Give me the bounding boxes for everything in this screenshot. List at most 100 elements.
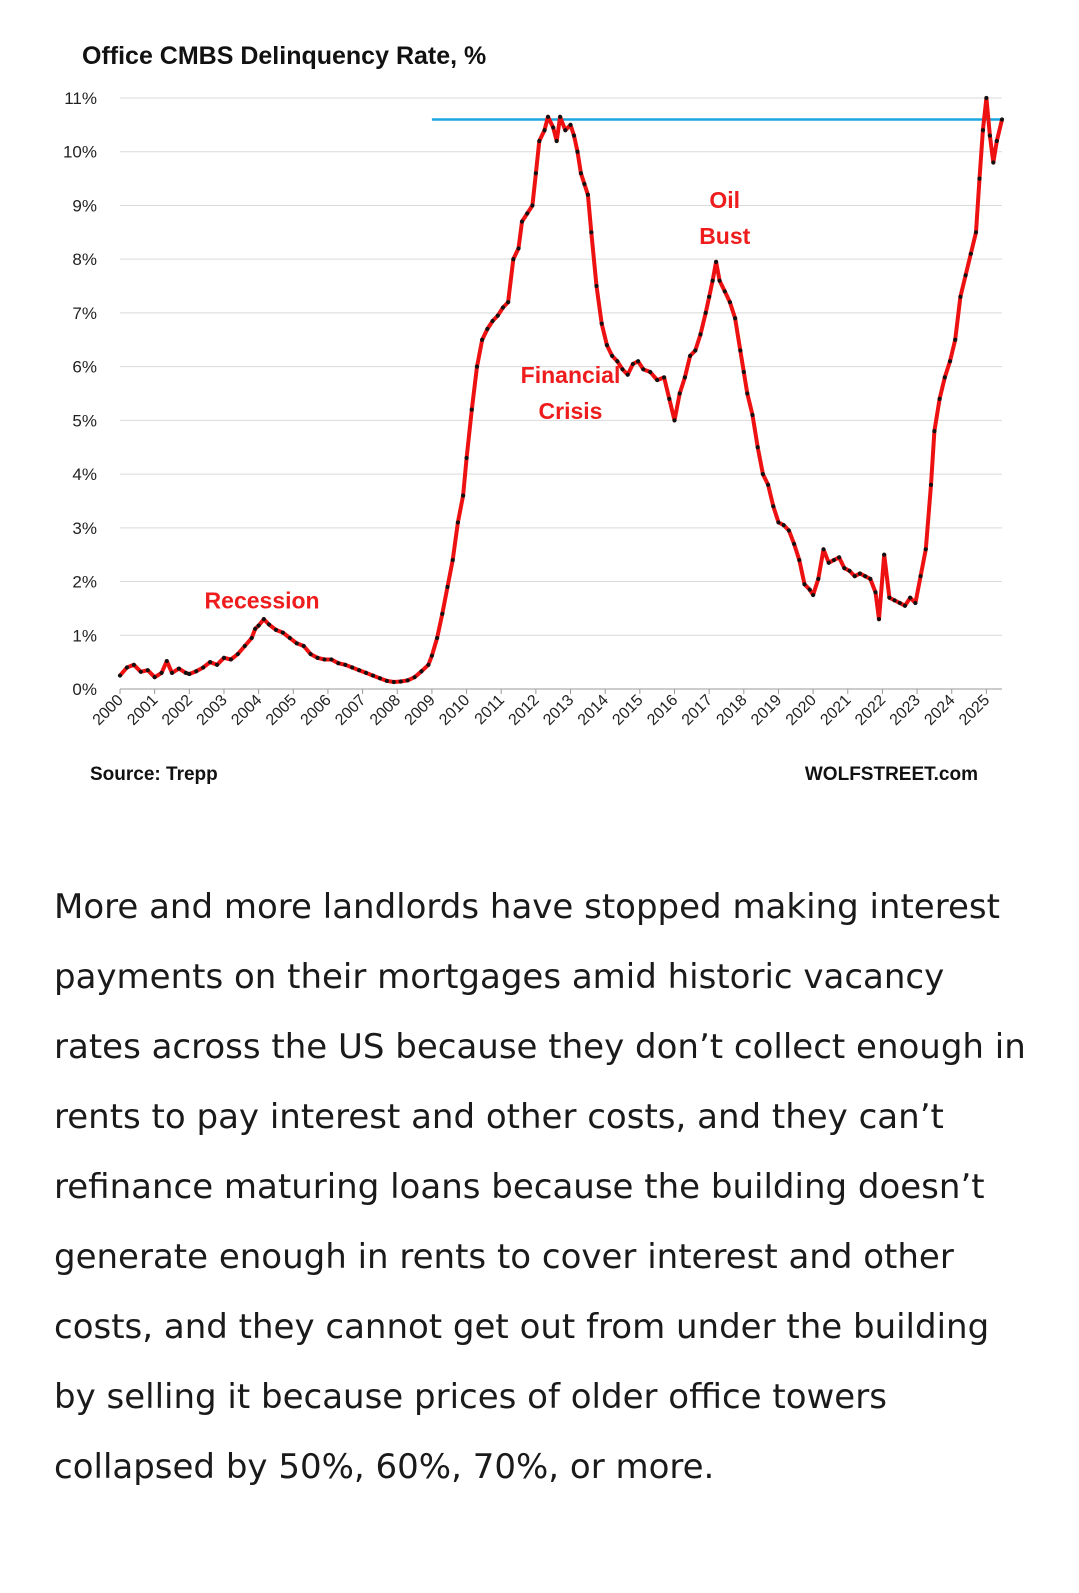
data-point — [537, 138, 542, 144]
data-point — [811, 592, 816, 598]
data-point — [710, 278, 715, 283]
data-point — [551, 125, 556, 130]
x-tick-label: 2015 — [609, 692, 646, 729]
data-point — [474, 364, 480, 369]
x-tick-label: 2003 — [194, 692, 231, 729]
data-point — [426, 662, 431, 667]
y-tick-label: 4% — [72, 465, 97, 484]
data-point — [253, 626, 258, 631]
data-point — [781, 523, 786, 528]
data-point — [542, 128, 547, 133]
data-point — [294, 641, 299, 646]
data-point — [625, 372, 630, 377]
data-point — [242, 643, 247, 649]
y-tick-label: 9% — [72, 196, 97, 215]
data-point — [159, 670, 164, 675]
data-point — [733, 316, 738, 321]
data-point — [947, 359, 953, 364]
data-point — [578, 171, 584, 176]
data-point — [398, 679, 403, 684]
data-point — [842, 566, 847, 571]
data-point — [571, 133, 577, 138]
data-point — [582, 181, 587, 187]
delinquency-line-chart: Office CMBS Delinquency Rate, % 0% 1% 2% 3%… — [63, 42, 1005, 785]
data-point — [641, 367, 646, 372]
data-point — [357, 668, 362, 673]
data-point — [308, 651, 313, 657]
data-point — [273, 627, 279, 633]
data-point — [519, 219, 525, 224]
data-point — [563, 128, 568, 133]
data-point — [464, 455, 469, 461]
data-point — [750, 412, 755, 418]
data-point — [968, 251, 973, 256]
annotation-label: Oil Bust — [699, 187, 750, 249]
data-point — [214, 662, 220, 667]
data-point — [897, 600, 902, 606]
x-tick-label: 2009 — [402, 692, 439, 729]
data-point — [717, 278, 722, 283]
x-tick-label: 2023 — [887, 692, 924, 729]
data-point — [124, 665, 130, 670]
x-tick-label: 2013 — [540, 692, 577, 729]
data-point — [868, 576, 873, 581]
data-point — [826, 560, 831, 565]
data-point — [329, 657, 334, 662]
annotation-label: Financial Crisis — [521, 362, 621, 424]
x-tick-label: 2021 — [817, 692, 854, 729]
data-point — [266, 622, 272, 627]
data-point — [429, 653, 435, 658]
data-point — [816, 576, 821, 581]
x-tick-label: 2012 — [506, 692, 543, 729]
data-point — [256, 623, 261, 628]
data-point — [495, 313, 500, 318]
annotation-line: Financial — [521, 362, 621, 388]
data-point — [918, 574, 923, 579]
data-point — [343, 662, 348, 667]
data-point — [249, 635, 254, 641]
x-tick-label: 2024 — [921, 692, 958, 729]
data-point — [194, 669, 199, 674]
data-point — [707, 294, 712, 299]
data-point — [480, 337, 485, 342]
data-point — [745, 391, 750, 396]
data-point — [152, 675, 157, 680]
data-point — [336, 661, 341, 666]
data-point — [370, 673, 376, 678]
data-point — [942, 375, 947, 380]
data-point — [738, 348, 743, 353]
data-point — [713, 259, 719, 264]
data-point — [131, 662, 136, 667]
x-tick-label: 2005 — [263, 692, 300, 729]
data-point — [698, 332, 703, 337]
data-point — [682, 375, 687, 380]
x-tick-label: 2010 — [436, 692, 473, 729]
data-point — [703, 310, 708, 316]
data-point — [999, 117, 1005, 122]
data-point — [791, 541, 797, 547]
data-point — [786, 528, 791, 533]
data-point — [760, 471, 765, 477]
data-point — [876, 617, 882, 622]
y-tick-label: 10% — [63, 143, 97, 162]
data-point — [953, 337, 958, 342]
x-tick-label: 2002 — [159, 692, 196, 729]
data-point — [727, 300, 733, 305]
data-point — [852, 574, 857, 579]
data-point — [377, 676, 383, 681]
data-point — [755, 445, 760, 450]
x-tick-label: 2022 — [852, 692, 889, 729]
data-point — [863, 574, 868, 579]
data-point — [636, 359, 641, 364]
data-point — [741, 369, 746, 375]
y-tick-label: 5% — [72, 411, 97, 430]
data-point — [322, 657, 327, 662]
data-point — [604, 343, 610, 348]
data-point — [648, 369, 653, 375]
data-point — [973, 230, 979, 235]
data-point — [958, 294, 963, 299]
y-tick-label: 1% — [72, 626, 97, 645]
data-point — [228, 657, 233, 662]
data-point — [887, 595, 892, 600]
data-point — [363, 670, 369, 675]
